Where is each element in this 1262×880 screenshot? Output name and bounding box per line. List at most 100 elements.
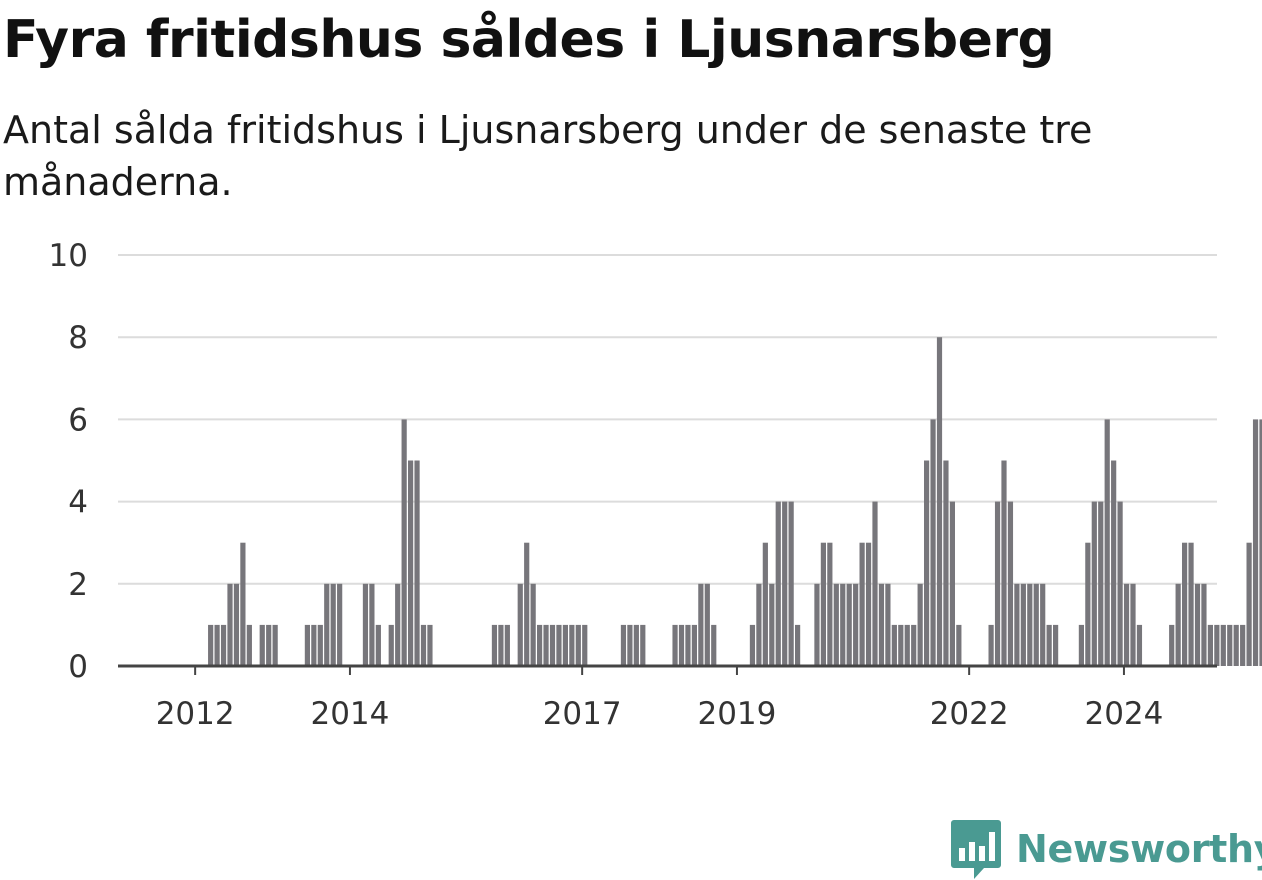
bar xyxy=(627,624,633,666)
chart-subtitle: Antal sålda fritidshus i Ljusnarsberg un… xyxy=(3,108,1093,204)
bar xyxy=(427,624,433,666)
bars xyxy=(208,337,1262,666)
y-tick-label: 4 xyxy=(68,485,88,521)
bar xyxy=(369,583,375,666)
y-tick-label: 8 xyxy=(68,320,88,356)
bar xyxy=(698,583,704,666)
bar xyxy=(1001,460,1007,666)
bar xyxy=(311,624,317,666)
bar xyxy=(891,624,897,666)
bar xyxy=(1175,583,1181,666)
bar xyxy=(911,624,917,666)
bar xyxy=(317,624,323,666)
bar xyxy=(524,542,530,666)
bar xyxy=(924,460,930,666)
bar xyxy=(1027,583,1033,666)
bar-chart-speech-bubble-icon xyxy=(951,820,1001,879)
bar xyxy=(491,624,498,666)
bar xyxy=(1220,624,1226,666)
bar xyxy=(272,624,278,666)
x-tick-label: 2022 xyxy=(930,696,1009,732)
bar xyxy=(556,624,562,666)
bar xyxy=(1214,624,1220,666)
bar xyxy=(820,542,826,666)
bar xyxy=(865,542,872,666)
bar xyxy=(1136,624,1143,666)
bar xyxy=(504,624,510,666)
bar xyxy=(620,624,627,666)
bar xyxy=(840,583,846,666)
bar xyxy=(678,624,685,666)
bar xyxy=(214,624,220,666)
bar xyxy=(853,583,859,666)
bar xyxy=(414,460,420,666)
chart-title: Fyra fritidshus såldes i Ljusnarsberg xyxy=(3,10,1055,70)
bar xyxy=(898,624,904,666)
bar xyxy=(266,624,272,666)
bar xyxy=(1098,501,1104,666)
bar xyxy=(878,583,885,666)
bar xyxy=(233,583,240,666)
bar xyxy=(337,583,343,666)
bar xyxy=(569,624,575,666)
bar xyxy=(220,624,227,666)
x-tick-label: 2019 xyxy=(697,696,776,732)
bar xyxy=(1014,583,1020,666)
bar xyxy=(769,583,775,666)
bar xyxy=(1111,460,1117,666)
bar xyxy=(859,542,865,666)
bar xyxy=(408,460,414,666)
x-tick-label: 2017 xyxy=(543,696,622,732)
y-tick-label: 2 xyxy=(68,567,88,603)
bar xyxy=(1259,419,1262,666)
bar xyxy=(304,624,310,666)
bar xyxy=(582,624,588,666)
bar xyxy=(1007,501,1014,666)
bar xyxy=(543,624,549,666)
bar xyxy=(375,624,381,666)
bar xyxy=(917,583,923,666)
bar xyxy=(517,583,523,666)
bar xyxy=(833,583,839,666)
bar xyxy=(936,337,943,666)
bar xyxy=(227,583,233,666)
labels: 02468102012201420172019202220244 xyxy=(49,238,1164,732)
bar xyxy=(1240,624,1246,666)
bar xyxy=(1130,583,1136,666)
bar xyxy=(711,624,717,666)
bar xyxy=(537,624,543,666)
y-tick-label: 6 xyxy=(68,402,88,438)
bar xyxy=(691,624,697,666)
bar xyxy=(640,624,646,666)
bar xyxy=(782,501,788,666)
bar xyxy=(420,624,427,666)
bar xyxy=(395,583,401,666)
bar xyxy=(704,583,710,666)
bar xyxy=(401,419,407,666)
bar xyxy=(749,624,756,666)
bar xyxy=(1207,624,1213,666)
bar xyxy=(685,624,691,666)
bar xyxy=(530,583,536,666)
bar xyxy=(956,624,962,666)
bar xyxy=(930,419,936,666)
bar xyxy=(1123,583,1130,666)
bar xyxy=(330,583,336,666)
bar xyxy=(633,624,639,666)
bar xyxy=(259,624,265,666)
bar xyxy=(814,583,820,666)
bar xyxy=(1046,624,1052,666)
bar xyxy=(1246,542,1252,666)
bar-chart: 02468102012201420172019202220244 xyxy=(49,238,1262,732)
bar xyxy=(949,501,955,666)
bar xyxy=(756,583,762,666)
bar xyxy=(1104,419,1110,666)
bar xyxy=(795,624,801,666)
bar xyxy=(324,583,330,666)
bar xyxy=(1040,583,1046,666)
bar xyxy=(1169,624,1175,666)
bar xyxy=(846,583,852,666)
bar xyxy=(1091,501,1097,666)
x-tick-label: 2012 xyxy=(156,696,235,732)
bar xyxy=(1188,542,1194,666)
